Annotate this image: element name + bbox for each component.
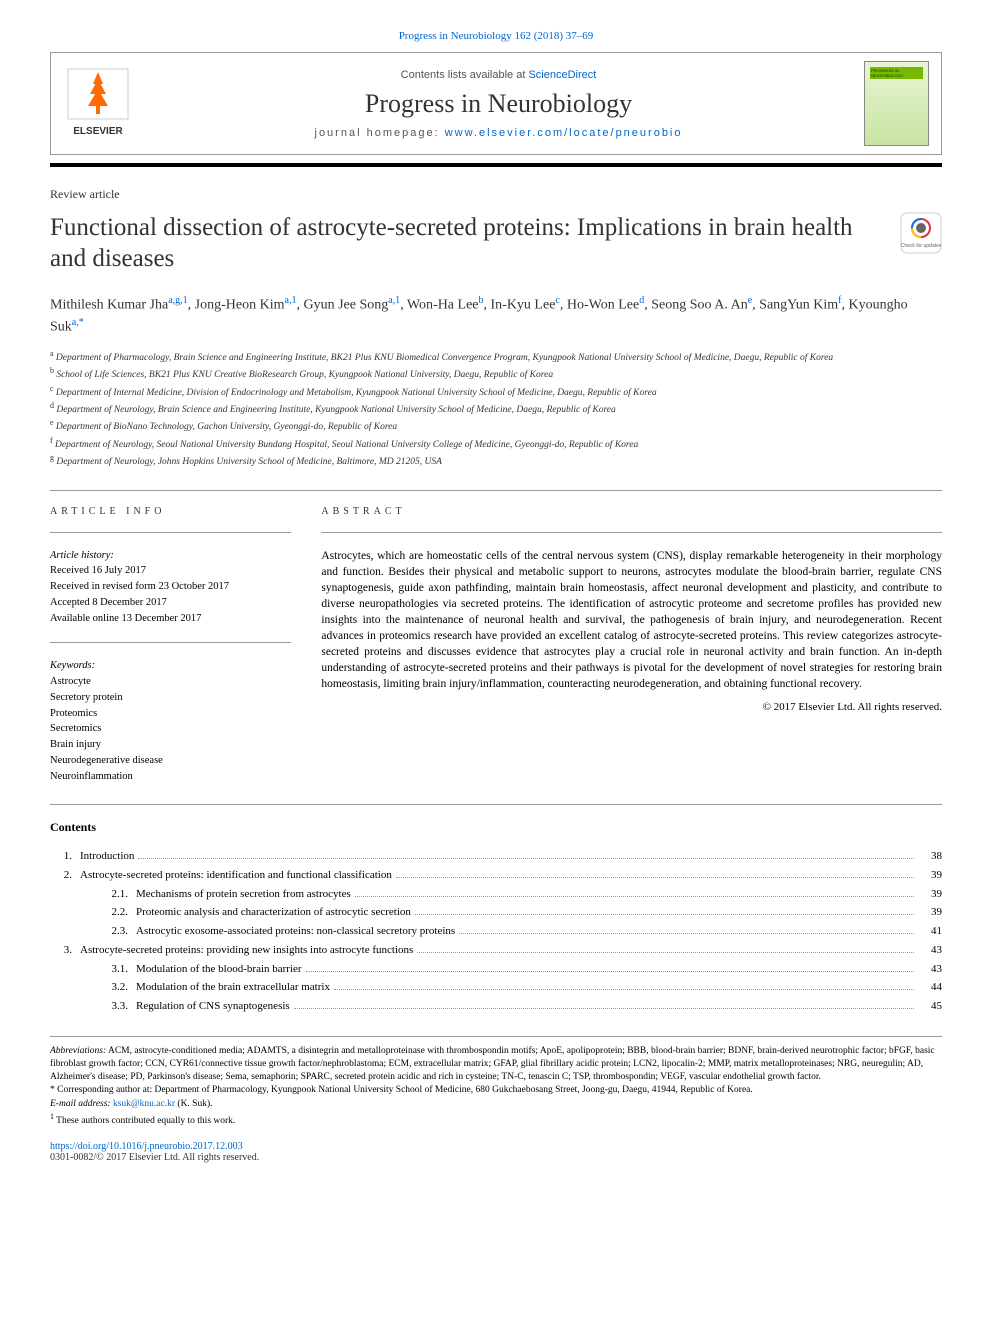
journal-name: Progress in Neurobiology bbox=[133, 89, 864, 119]
toc-entry[interactable]: 3.2. Modulation of the brain extracellul… bbox=[50, 978, 942, 997]
issn-copyright: 0301-0082/© 2017 Elsevier Ltd. All right… bbox=[50, 1152, 942, 1163]
email-link[interactable]: ksuk@knu.ac.kr bbox=[113, 1099, 175, 1109]
email-address: E-mail address: ksuk@knu.ac.kr (K. Suk). bbox=[50, 1098, 942, 1111]
divider-bar bbox=[50, 163, 942, 167]
table-of-contents: 1. Introduction 38 2. Astrocyte-secreted… bbox=[50, 847, 942, 1015]
journal-cover-thumbnail bbox=[864, 61, 929, 146]
toc-entry[interactable]: 2.2. Proteomic analysis and characteriza… bbox=[50, 903, 942, 922]
article-history: Article history: Received 16 July 2017 R… bbox=[50, 548, 291, 627]
doi: https://doi.org/10.1016/j.pneurobio.2017… bbox=[50, 1141, 942, 1152]
doi-link[interactable]: https://doi.org/10.1016/j.pneurobio.2017… bbox=[50, 1141, 243, 1152]
article-type: Review article bbox=[50, 187, 942, 202]
elsevier-logo: ELSEVIER bbox=[63, 64, 133, 143]
footnotes: Abbreviations: ACM, astrocyte-conditione… bbox=[50, 1036, 942, 1129]
header-center: Contents lists available at ScienceDirec… bbox=[133, 69, 864, 139]
homepage-link[interactable]: www.elsevier.com/locate/pneurobio bbox=[445, 127, 683, 139]
svg-text:Check for updates: Check for updates bbox=[901, 243, 942, 249]
toc-entry[interactable]: 3. Astrocyte-secreted proteins: providin… bbox=[50, 941, 942, 960]
contents-heading: Contents bbox=[50, 820, 942, 835]
header-box: ELSEVIER Contents lists available at Sci… bbox=[50, 52, 942, 155]
divider bbox=[50, 804, 942, 805]
affiliations: a Department of Pharmacology, Brain Scie… bbox=[50, 348, 942, 470]
crossmark-badge[interactable]: Check for updates bbox=[880, 212, 942, 258]
abstract-copyright: © 2017 Elsevier Ltd. All rights reserved… bbox=[321, 701, 942, 713]
divider bbox=[50, 490, 942, 491]
sciencedirect-link[interactable]: ScienceDirect bbox=[528, 69, 596, 81]
authors: Mithilesh Kumar Jhaa,g,1, Jong-Heon Kima… bbox=[50, 293, 942, 338]
divider bbox=[50, 642, 291, 643]
abstract-text: Astrocytes, which are homeostatic cells … bbox=[321, 548, 942, 693]
svg-text:ELSEVIER: ELSEVIER bbox=[73, 126, 123, 137]
article-info-label: ARTICLE INFO bbox=[50, 506, 291, 517]
toc-entry[interactable]: 1. Introduction 38 bbox=[50, 847, 942, 866]
divider bbox=[50, 532, 291, 533]
toc-entry[interactable]: 2.1. Mechanisms of protein secretion fro… bbox=[50, 885, 942, 904]
toc-entry[interactable]: 3.3. Regulation of CNS synaptogenesis 45 bbox=[50, 997, 942, 1016]
abstract-label: ABSTRACT bbox=[321, 506, 942, 517]
equal-contribution: 1 These authors contributed equally to t… bbox=[50, 1111, 942, 1128]
toc-entry[interactable]: 2. Astrocyte-secreted proteins: identifi… bbox=[50, 866, 942, 885]
corresponding-author: * Corresponding author at: Department of… bbox=[50, 1084, 942, 1097]
divider bbox=[321, 532, 942, 533]
journal-citation[interactable]: Progress in Neurobiology 162 (2018) 37–6… bbox=[50, 30, 942, 42]
toc-entry[interactable]: 2.3. Astrocytic exosome-associated prote… bbox=[50, 922, 942, 941]
article-title: Functional dissection of astrocyte-secre… bbox=[50, 212, 880, 275]
abbreviations: Abbreviations: ACM, astrocyte-conditione… bbox=[50, 1045, 942, 1085]
journal-homepage: journal homepage: www.elsevier.com/locat… bbox=[133, 127, 864, 139]
toc-entry[interactable]: 3.1. Modulation of the blood-brain barri… bbox=[50, 960, 942, 979]
contents-available: Contents lists available at ScienceDirec… bbox=[133, 69, 864, 81]
keywords: Keywords: AstrocyteSecretory proteinProt… bbox=[50, 658, 291, 784]
